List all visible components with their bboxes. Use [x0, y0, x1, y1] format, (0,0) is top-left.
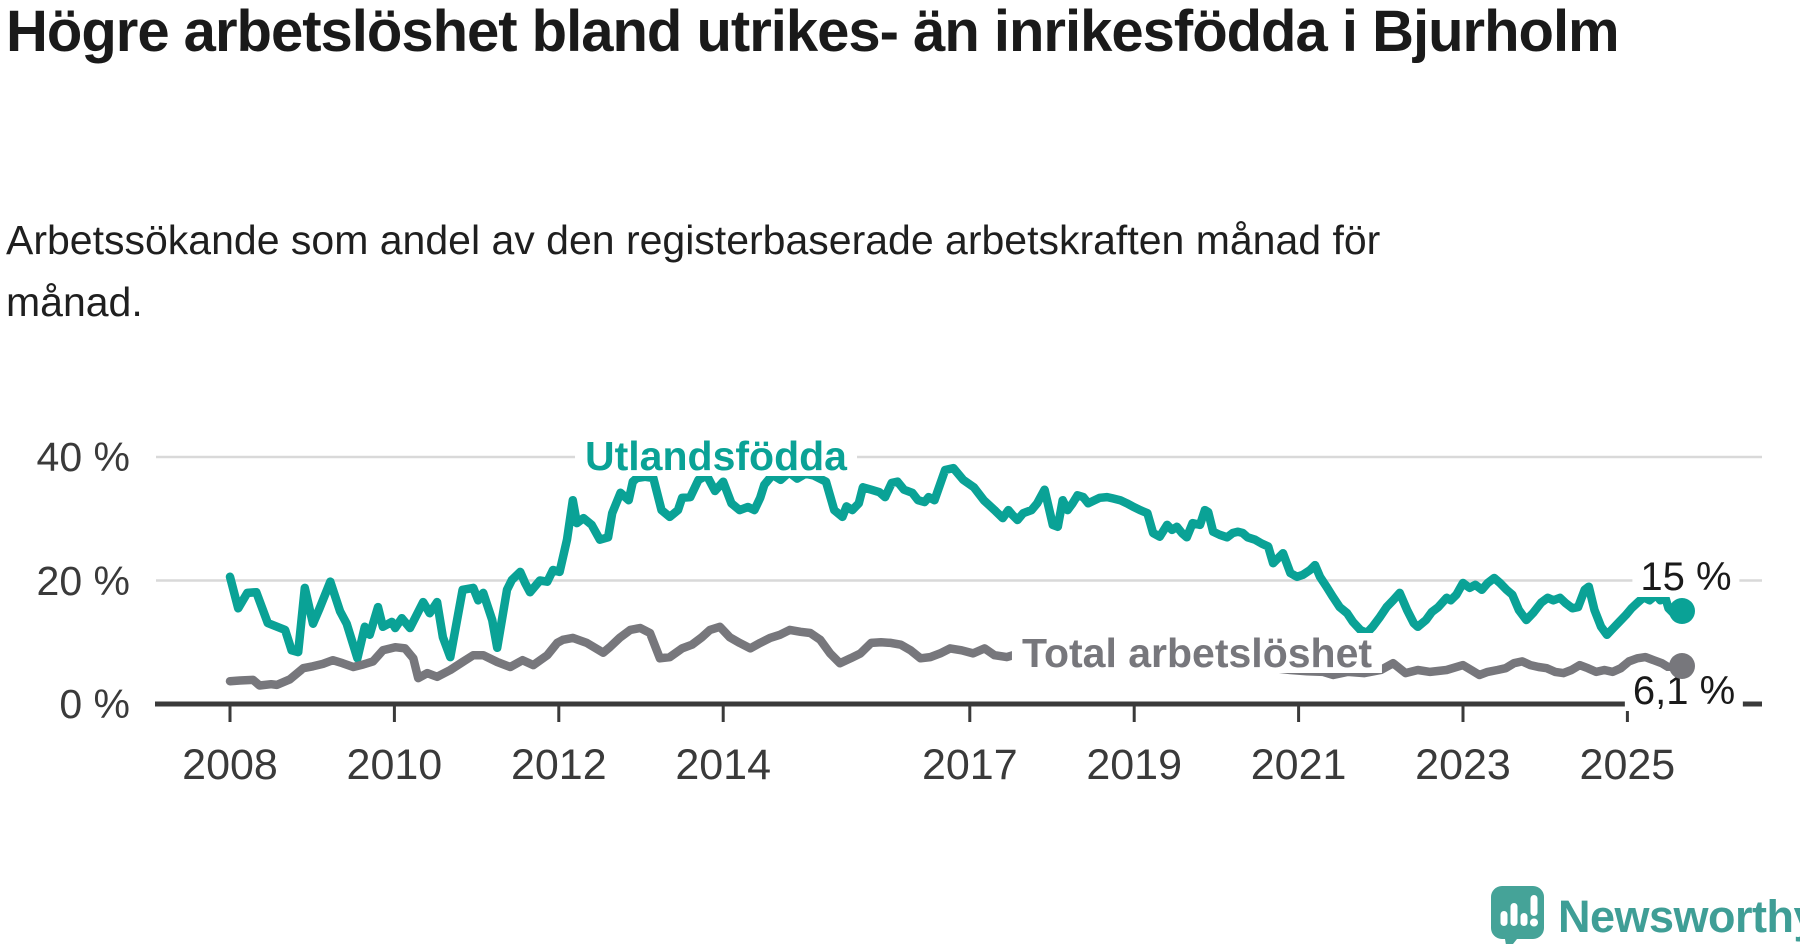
x-axis-label-2014: 2014	[675, 741, 772, 789]
x-axis-label-2019: 2019	[1086, 741, 1183, 789]
x-axis-label-2008: 2008	[182, 741, 278, 789]
series-end-dot-total	[1668, 653, 1695, 680]
x-axis-label-2021: 2021	[1250, 741, 1347, 789]
x-axis-label-2017: 2017	[921, 741, 1018, 789]
series-end-dot-utlandsfodda	[1668, 598, 1695, 625]
chart-subtitle: Arbetssökande som andel av den registerb…	[6, 217, 1381, 325]
x-axis-label-2025: 2025	[1579, 741, 1676, 789]
x-axis-label-2023: 2023	[1415, 741, 1511, 789]
series-label-utlandsfodda: Utlandsfödda	[575, 436, 857, 477]
x-axis-label-2010: 2010	[346, 741, 443, 789]
series-line-utlandsfodda	[225, 463, 1686, 663]
end-value-label-utlandsfodda: 15 %	[1632, 557, 1740, 597]
y-axis-label-40: 40 %	[36, 434, 130, 480]
series-label-total-arbetsloshet: Total arbetslöshet	[1011, 633, 1383, 674]
y-axis-label-0: 0 %	[59, 681, 130, 727]
newsworthy-logo: Newsworthy	[1488, 884, 1800, 948]
y-axis-label-20: 20 %	[36, 557, 130, 604]
newsworthy-logo-icon	[1488, 884, 1546, 948]
series-line-total	[225, 622, 1686, 690]
x-axis-label-2012: 2012	[510, 741, 607, 789]
newsworthy-logo-text: Newsworthy	[1558, 890, 1800, 942]
page-title: Högre arbetslöshet bland utrikes- än inr…	[6, 0, 1620, 64]
